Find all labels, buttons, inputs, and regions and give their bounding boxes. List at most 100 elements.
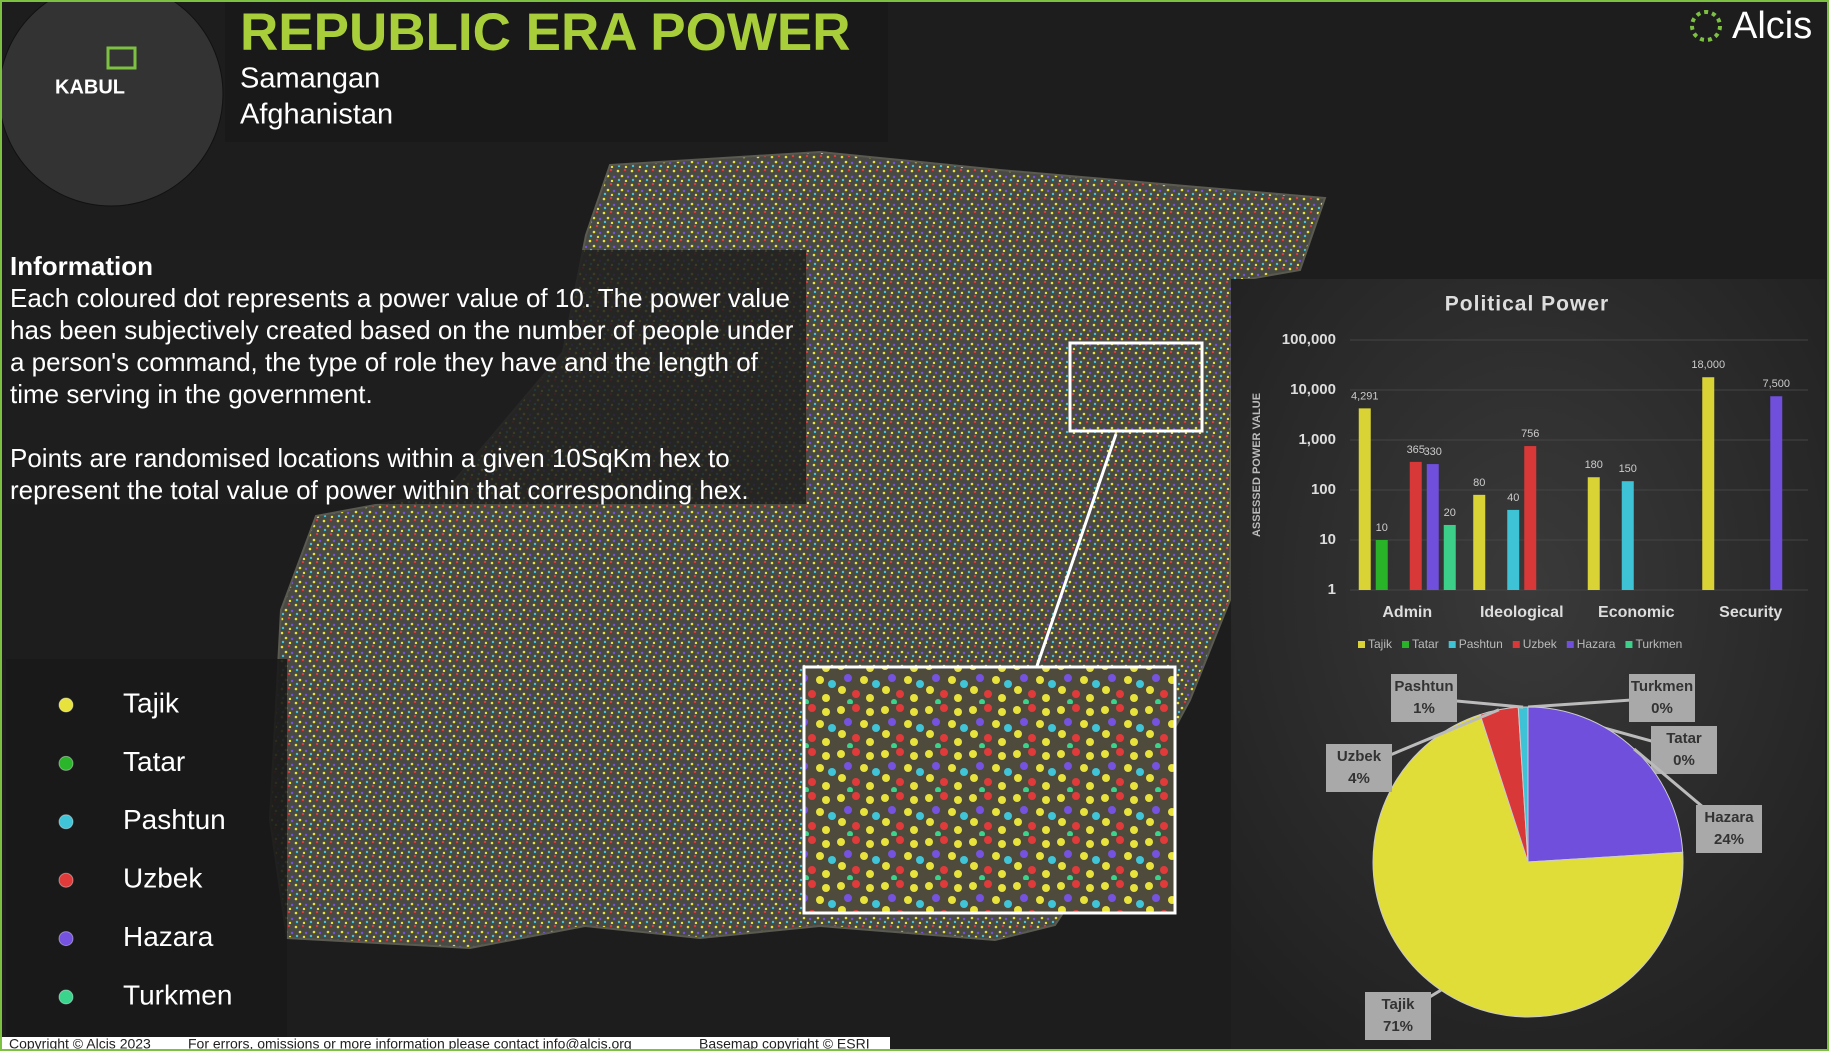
y-tick-label: 1,000: [1298, 431, 1336, 448]
y-axis-label: ASSESSED POWER VALUE: [1251, 393, 1263, 537]
legend-label: Pashtun: [1459, 637, 1503, 651]
pie-label: Tatar: [1666, 730, 1702, 747]
legend-label: Tajik: [1368, 637, 1393, 651]
pie-label-box: [1696, 805, 1762, 853]
y-tick-label: 10,000: [1290, 381, 1336, 398]
info-heading: Information: [10, 251, 153, 281]
zoom-line: [1035, 433, 1118, 667]
data-label: 40: [1507, 492, 1519, 504]
bar: [1409, 461, 1422, 590]
legend-swatch: [1448, 641, 1456, 648]
x-tick-label: Admin: [1382, 604, 1432, 621]
pie-value-label: 0%: [1651, 700, 1673, 717]
legend-label: Hazara: [1577, 637, 1616, 651]
legend-swatch: [1358, 641, 1365, 648]
legend-swatch: [1566, 641, 1574, 648]
pie-label-box: [1391, 674, 1457, 722]
legend-swatch: [1512, 641, 1520, 648]
bar: [1443, 524, 1456, 590]
footer-text: Basemap copyright © ESRI: [699, 1036, 870, 1051]
legend-swatch: [1402, 641, 1410, 648]
legend-label: Pashtun: [123, 804, 226, 835]
x-tick-label: Ideological: [1480, 604, 1564, 621]
data-label: 756: [1521, 428, 1539, 440]
y-tick-label: 100,000: [1282, 331, 1336, 348]
data-label: 180: [1585, 459, 1603, 471]
info-panel: Information Each coloured dot represents…: [6, 250, 806, 505]
data-label: 4,291: [1351, 390, 1379, 402]
chart-title: Political Power: [1445, 293, 1609, 316]
legend-dot: [58, 814, 74, 830]
pie-slice: [1372, 713, 1684, 1018]
subtitle: Samangan: [240, 63, 380, 95]
bar: [1587, 477, 1600, 590]
pie-label-box: [1629, 674, 1695, 722]
x-tick-label: Security: [1719, 604, 1782, 621]
pie-label: Pashtun: [1394, 678, 1453, 695]
pie-slice: [1527, 706, 1684, 863]
zoom-box: [1068, 341, 1204, 433]
bar: [1621, 481, 1634, 590]
x-tick-label: Economic: [1598, 604, 1675, 621]
info-text: Each coloured dot represents a power val…: [10, 283, 794, 409]
legend-label: Uzbek: [1523, 637, 1558, 651]
data-label: 10: [1376, 522, 1388, 534]
pie-label: Uzbek: [1337, 748, 1382, 765]
pie-value-label: 4%: [1348, 770, 1370, 787]
y-tick-label: 10: [1319, 531, 1336, 548]
data-label: 80: [1473, 477, 1485, 489]
pie-value-label: 24%: [1714, 831, 1744, 848]
bar: [1524, 446, 1537, 590]
pie-value-label: 1%: [1413, 700, 1435, 717]
footer-strip: [0, 1037, 890, 1051]
title: REPUBLIC ERA POWER: [240, 3, 851, 62]
legend-dot: [58, 872, 74, 888]
pie-label-box: [1651, 726, 1717, 774]
logo-mark: [1690, 10, 1722, 42]
data-label: 330: [1424, 446, 1442, 458]
y-tick-label: 1: [1328, 581, 1336, 598]
logo: Alcis: [1732, 5, 1812, 47]
pie-label-box: [1365, 992, 1431, 1040]
legend-dot: [58, 989, 74, 1005]
legend-label: Tatar: [1412, 637, 1439, 651]
legend-label: Tatar: [123, 746, 185, 777]
legend-label: Turkmen: [123, 979, 232, 1010]
info-text: Points are randomised locations within a…: [10, 443, 749, 505]
legend-panel: [6, 659, 287, 1043]
legend-label: Tajik: [123, 687, 180, 718]
locator-label: KABUL: [55, 76, 125, 98]
y-tick-label: 100: [1311, 481, 1336, 498]
legend-dot: [58, 697, 74, 713]
title-panel: [225, 0, 888, 142]
locator-globe: [0, 0, 224, 207]
legend-dot: [58, 755, 74, 771]
legend-label: Hazara: [123, 921, 214, 952]
bar: [1702, 377, 1715, 590]
data-label: 20: [1444, 507, 1456, 519]
locator-box: [106, 46, 137, 70]
legend-dot: [58, 931, 74, 947]
data-label: 365: [1407, 444, 1425, 456]
bar: [1426, 464, 1439, 590]
bar: [1507, 509, 1520, 590]
bar: [1358, 408, 1371, 590]
pie-label: Hazara: [1704, 809, 1754, 826]
zoom-inset: [802, 665, 1177, 915]
pie-value-label: 0%: [1673, 752, 1695, 769]
legend-swatch: [1625, 641, 1633, 648]
footer-text: Copyright © Alcis 2023: [9, 1036, 151, 1051]
pie-label: Turkmen: [1631, 678, 1693, 695]
data-label: 7,500: [1762, 378, 1790, 390]
subtitle: Afghanistan: [240, 99, 393, 131]
bar: [1375, 540, 1388, 590]
pie-value-label: 71%: [1383, 1018, 1413, 1035]
legend-label: Uzbek: [123, 863, 203, 894]
pie-label-box: [1326, 744, 1392, 792]
data-label: 150: [1619, 463, 1637, 475]
pie-label: Tajik: [1381, 996, 1415, 1013]
footer-text: For errors, omissions or more informatio…: [188, 1036, 632, 1051]
